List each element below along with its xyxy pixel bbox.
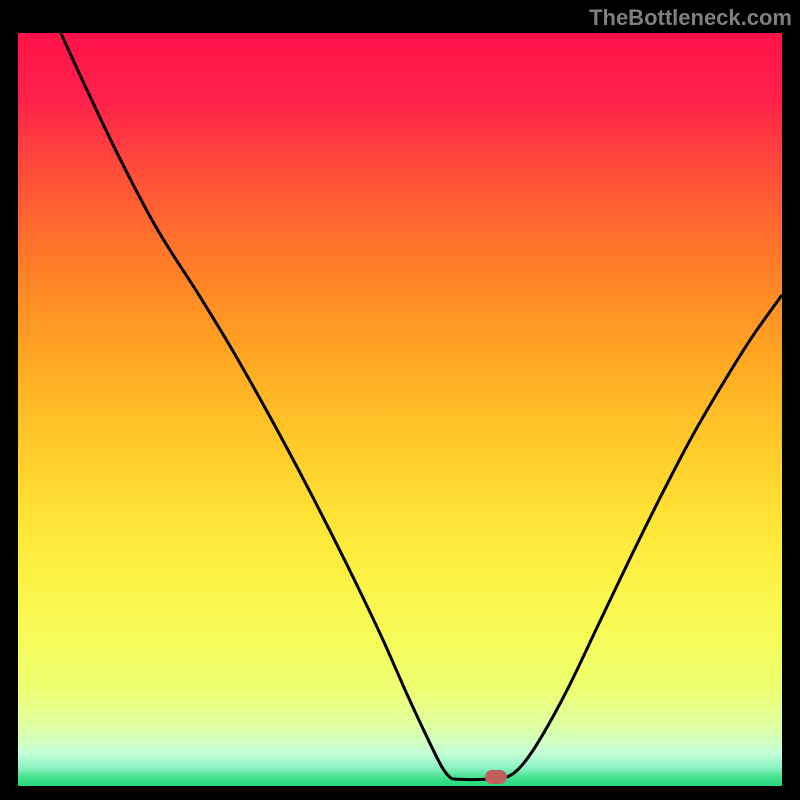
- optimal-marker: [485, 770, 507, 784]
- plot-area: [18, 33, 782, 786]
- chart-container: { "watermark": { "text": "TheBottleneck.…: [0, 0, 800, 800]
- watermark-text: TheBottleneck.com: [589, 5, 792, 31]
- curve-path: [61, 33, 782, 780]
- bottleneck-curve: [18, 33, 782, 786]
